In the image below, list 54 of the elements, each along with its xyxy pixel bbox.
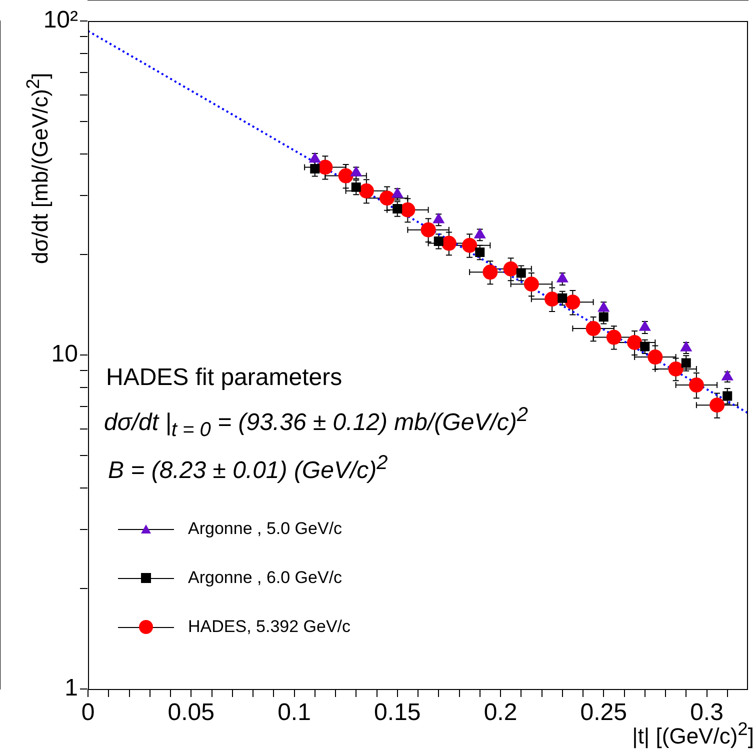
point (565, 294, 580, 310)
point (556, 272, 568, 282)
point (420, 222, 436, 238)
annotation: B = (8.23 ± 0.01) (GeV/c)$^{2}$ (108, 452, 388, 485)
legend-label: HADES, 5.392 GeV/c (188, 616, 351, 636)
point (441, 236, 456, 251)
x-tick-label: 0.1 (278, 699, 311, 726)
point (338, 168, 354, 184)
point (544, 292, 560, 307)
y-tick-label: 10² (43, 6, 78, 34)
point (380, 190, 395, 206)
point (598, 312, 608, 322)
x-tick-label: 0.2 (484, 699, 518, 726)
x-tick-label: 0.15 (374, 699, 421, 726)
point (681, 358, 691, 368)
legend-label: Argonne , 5.0 GeV/c (188, 518, 342, 538)
point (524, 276, 539, 292)
x-tick-label: 0.05 (168, 699, 214, 726)
x-tick-label: 0.25 (580, 699, 627, 726)
y-tick-label: 10 (51, 340, 78, 368)
point (350, 166, 362, 176)
point (462, 238, 478, 253)
point (310, 164, 320, 174)
point (358, 183, 374, 198)
point (309, 152, 321, 163)
point (474, 228, 486, 238)
point (503, 261, 518, 276)
point (710, 398, 725, 413)
point (318, 160, 333, 175)
point (558, 293, 568, 303)
point (722, 391, 732, 401)
point (648, 350, 663, 365)
point (598, 302, 610, 312)
point (475, 248, 485, 258)
point (482, 264, 498, 280)
point (351, 182, 361, 192)
point (606, 330, 622, 345)
point (392, 188, 404, 198)
x-tick-label: 0.3 (690, 699, 724, 726)
x-tick-label: 0 (81, 699, 95, 726)
point (432, 213, 444, 224)
point (586, 321, 601, 336)
annotation: dσ/dt |$_{t = 0}$ = (93.36 ± 0.12) mb/(GeV/c)$^{2}$ (104, 404, 528, 442)
point (627, 335, 642, 350)
point (516, 268, 526, 278)
legend-label: Argonne , 6.0 GeV/c (188, 568, 342, 588)
annotation: HADES fit parameters (106, 364, 342, 392)
point (400, 202, 416, 218)
y-tick-label: 1 (64, 674, 78, 702)
point (640, 342, 650, 352)
point (434, 236, 444, 246)
point (392, 204, 402, 214)
point (668, 362, 684, 376)
point (688, 378, 704, 393)
